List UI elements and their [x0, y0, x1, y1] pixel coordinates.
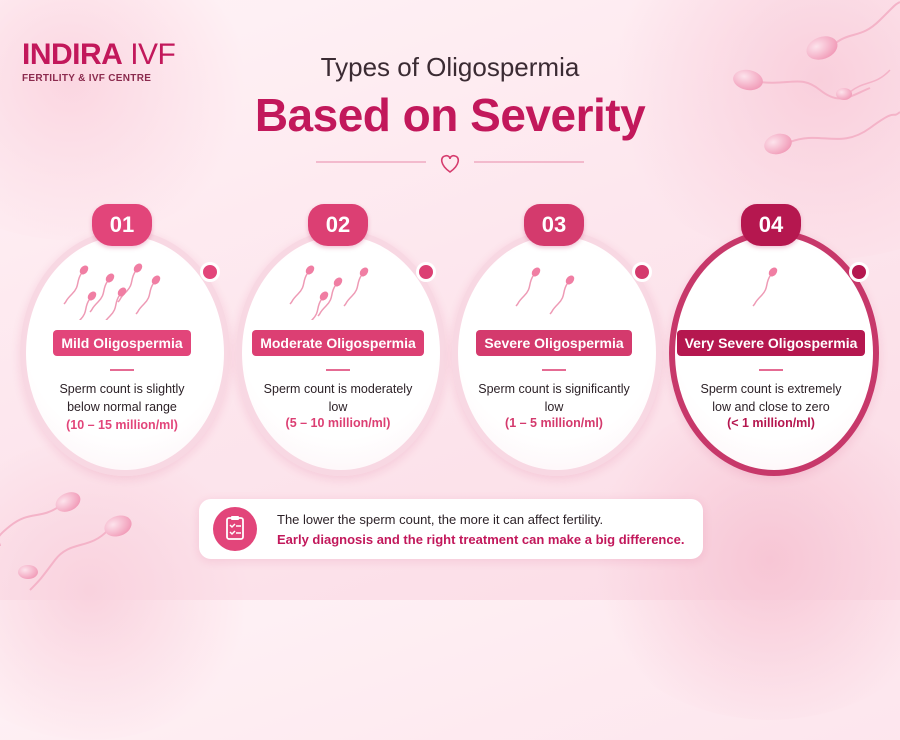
clipboard-icon	[213, 507, 257, 551]
card-number: 04	[741, 204, 801, 246]
card-description: Sperm count is extremely low and close t…	[700, 382, 842, 414]
severity-card: 02 Moderate Oligospermia Sperm count is mo…	[232, 204, 446, 476]
sperm-icon	[289, 265, 369, 320]
title-divider	[316, 154, 584, 173]
card-description: Sperm count is slightly below normal ran…	[59, 382, 185, 414]
card-number: 01	[92, 204, 152, 246]
brand-logo: INDIRA IVF FERTILITY & IVF CENTRE	[22, 38, 176, 85]
footer-line-1: The lower the sperm count, the more it c…	[277, 512, 604, 527]
card-range: (5 – 10 million/ml)	[285, 416, 391, 430]
card-divider	[759, 369, 783, 371]
page-title: Based on Severity	[254, 89, 646, 141]
card-divider	[326, 369, 350, 371]
card-number: 03	[524, 204, 584, 246]
card-type-name: Mild Oligospermia	[53, 330, 191, 356]
card-type-name: Moderate Oligospermia	[252, 330, 424, 356]
brand-name-main: INDIRA	[22, 38, 123, 71]
ring-dot	[632, 262, 652, 282]
card-number: 02	[308, 204, 368, 246]
ring-dot	[200, 262, 220, 282]
page-subtitle: Types of Oligospermia	[320, 52, 580, 82]
footer-note: The lower the sperm count, the more it c…	[199, 499, 703, 559]
card-divider	[110, 369, 134, 371]
card-type-label: Very Severe Oligospermia	[665, 330, 877, 356]
brand-tagline: FERTILITY & IVF CENTRE	[22, 73, 152, 84]
card-description: Sperm count is moderately low	[263, 382, 413, 414]
decorative-sperm-top-right	[733, 1, 900, 155]
card-description: Sperm count is significantly low	[478, 382, 630, 414]
card-type-name: Very Severe Oligospermia	[676, 330, 866, 356]
card-divider	[542, 369, 566, 371]
decorative-sperm-bottom-left	[0, 492, 132, 591]
card-range: (1 – 5 million/ml)	[505, 416, 603, 430]
severity-card: 01 Mild Oligospermia Sperm count is slight…	[16, 204, 230, 476]
card-type-name: Severe Oligospermia	[476, 330, 632, 356]
card-type-label: Moderate Oligospermia	[232, 330, 444, 356]
ring-dot	[416, 262, 436, 282]
brand-name-suffix: IVF	[130, 38, 176, 71]
severity-card: 03 Severe Oligospermia Sperm count is sign…	[448, 204, 662, 476]
card-type-label: Mild Oligospermia	[16, 330, 228, 356]
ring-dot	[849, 262, 869, 282]
footer-line-2: Early diagnosis and the right treatment …	[277, 532, 685, 547]
card-range: (10 – 15 million/ml)	[66, 418, 178, 432]
brand-name: INDIRA IVF	[22, 38, 176, 71]
sperm-icon	[515, 267, 575, 315]
card-type-label: Severe Oligospermia	[448, 330, 660, 356]
heart-icon	[440, 154, 460, 173]
sperm-icon	[63, 263, 161, 320]
sperm-icon	[752, 267, 778, 307]
severity-card: 04 Very Severe Oligospermia Sperm count is…	[665, 204, 879, 476]
card-range: (< 1 million/ml)	[727, 416, 815, 430]
